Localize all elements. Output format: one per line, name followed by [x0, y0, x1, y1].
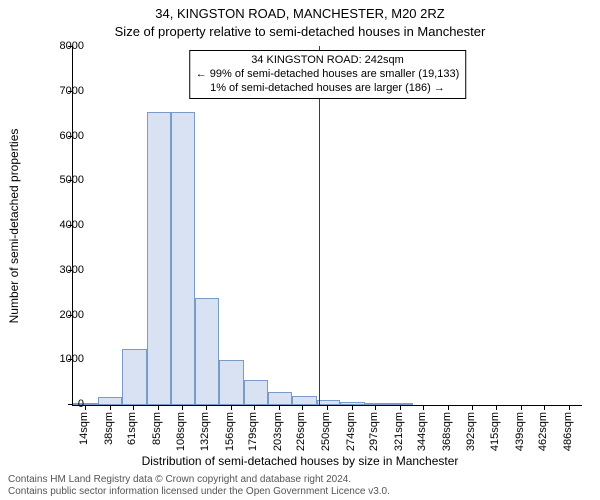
annotation-line-2: ← 99% of semi-detached houses are smalle…	[196, 68, 460, 82]
histogram-bar	[365, 403, 390, 405]
y-tick-label: 3000	[44, 264, 84, 276]
histogram-bar	[195, 298, 220, 405]
x-tick-label: 368sqm	[441, 412, 453, 451]
x-tick-label: 108sqm	[175, 412, 187, 451]
histogram-bar	[244, 380, 268, 405]
attribution-line-2: Contains public sector information licen…	[8, 486, 390, 498]
x-tick-label: 61sqm	[126, 412, 138, 445]
reference-line	[319, 46, 320, 405]
x-tick	[254, 405, 255, 410]
x-tick	[400, 405, 401, 410]
histogram-bar	[292, 396, 317, 405]
y-tick-label: 5000	[44, 174, 84, 186]
x-tick-label: 38sqm	[103, 412, 115, 445]
histogram-bar	[389, 403, 413, 405]
x-axis-label: Distribution of semi-detached houses by …	[0, 454, 600, 468]
y-tick-label: 4000	[44, 219, 84, 231]
x-tick-label: 439sqm	[514, 412, 526, 451]
y-tick-label: 6000	[44, 130, 84, 142]
page-title: 34, KINGSTON ROAD, MANCHESTER, M20 2RZ	[0, 6, 600, 21]
x-tick-label: 321sqm	[393, 412, 405, 451]
x-tick	[544, 405, 545, 410]
x-tick-label: 250sqm	[320, 412, 332, 451]
y-tick-label: 2000	[44, 309, 84, 321]
annotation-box: 34 KINGSTON ROAD: 242sqm ← 99% of semi-d…	[189, 50, 467, 99]
x-tick-label: 274sqm	[345, 412, 357, 451]
x-tick-label: 297sqm	[368, 412, 380, 451]
x-tick-label: 344sqm	[416, 412, 428, 451]
x-tick	[158, 405, 159, 410]
x-tick-label: 179sqm	[247, 412, 259, 451]
annotation-line-3: 1% of semi-detached houses are larger (1…	[196, 82, 460, 96]
x-tick-label: 132sqm	[199, 412, 211, 451]
x-tick	[133, 405, 134, 410]
x-tick	[327, 405, 328, 410]
histogram-bar	[340, 402, 365, 405]
x-tick	[352, 405, 353, 410]
x-tick-label: 156sqm	[224, 412, 236, 451]
x-tick-label: 486sqm	[562, 412, 574, 451]
x-tick	[496, 405, 497, 410]
y-tick-label: 0	[44, 398, 84, 410]
x-tick	[231, 405, 232, 410]
y-tick-label: 7000	[44, 85, 84, 97]
page-subtitle: Size of property relative to semi-detach…	[0, 24, 600, 39]
x-tick-label: 85sqm	[151, 412, 163, 445]
chart-container: { "titles": { "line1": "34, KINGSTON ROA…	[0, 0, 600, 500]
x-tick-label: 226sqm	[295, 412, 307, 451]
x-tick	[569, 405, 570, 410]
x-tick	[182, 405, 183, 410]
attribution: Contains HM Land Registry data © Crown c…	[8, 474, 390, 498]
x-tick	[448, 405, 449, 410]
x-tick	[279, 405, 280, 410]
annotation-line-1: 34 KINGSTON ROAD: 242sqm	[196, 54, 460, 68]
x-tick	[423, 405, 424, 410]
histogram-bar	[147, 112, 172, 405]
x-tick-label: 415sqm	[489, 412, 501, 451]
x-tick	[302, 405, 303, 410]
attribution-line-1: Contains HM Land Registry data © Crown c…	[8, 474, 390, 486]
y-tick-label: 1000	[44, 353, 84, 365]
x-tick-label: 203sqm	[272, 412, 284, 451]
plot-area: 34 KINGSTON ROAD: 242sqm ← 99% of semi-d…	[72, 46, 582, 406]
histogram-bar	[171, 112, 195, 405]
x-tick	[85, 405, 86, 410]
x-tick	[110, 405, 111, 410]
histogram-bar	[122, 349, 147, 405]
x-tick-label: 462sqm	[537, 412, 549, 451]
histogram-bar	[98, 397, 123, 405]
x-tick	[472, 405, 473, 410]
y-axis-label: Number of semi-detached properties	[7, 129, 21, 324]
x-tick	[521, 405, 522, 410]
x-tick	[206, 405, 207, 410]
histogram-bar	[317, 400, 341, 405]
histogram-bar	[219, 360, 244, 405]
x-tick-label: 392sqm	[465, 412, 477, 451]
y-tick-label: 8000	[44, 40, 84, 52]
histogram-bar	[268, 392, 293, 405]
x-tick	[375, 405, 376, 410]
x-tick-label: 14sqm	[78, 412, 90, 445]
